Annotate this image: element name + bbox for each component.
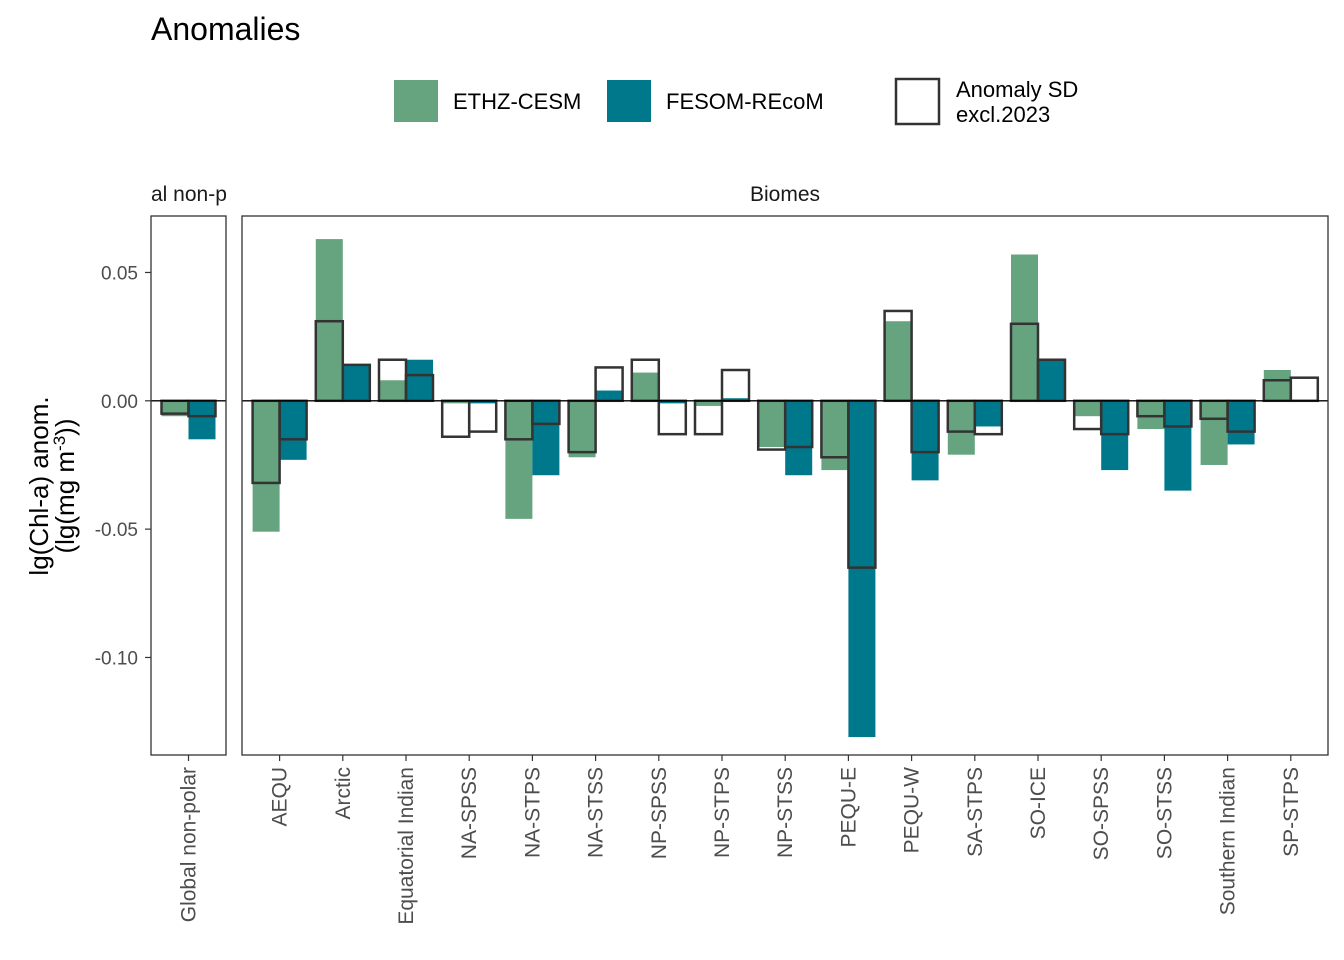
sd-box-fesom-recom-na-spss <box>467 399 498 433</box>
bar-ethz-cesm-arctic <box>315 239 343 401</box>
legend-label-fesom-recom: FESOM-REcoM <box>666 89 824 114</box>
bar-ethz-cesm-na-stss <box>568 400 596 458</box>
legend-swatch-fesom-recom <box>607 80 651 122</box>
bar-ethz-cesm-sp-stps <box>1263 370 1291 401</box>
x-tick-label-so-spss: SO-SPSS <box>1090 767 1113 860</box>
sd-box-fesom-recom-sp-stps <box>1289 376 1320 403</box>
x-tick-label-so-ice: SO-ICE <box>1027 767 1050 839</box>
sd-box-ethz-cesm-na-spss <box>440 399 471 438</box>
bar-ethz-cesm-np-spss <box>631 372 659 401</box>
legend-label-ethz-cesm: ETHZ-CESM <box>453 89 581 114</box>
y-tick-label: 0.00 <box>101 392 138 413</box>
legend-label-anomaly-sd: Anomaly SD <box>956 77 1078 102</box>
y-axis: 0.05 0.00 -0.05 -0.10 <box>95 263 151 669</box>
bar-ethz-cesm-southern-indian <box>1200 400 1228 465</box>
bar-fesom-recom-np-stps <box>722 398 749 401</box>
sd-box-fesom-recom-np-spss <box>657 399 688 436</box>
bar-fesom-recom-np-spss <box>658 400 686 404</box>
y-tick-label: -0.05 <box>95 520 138 541</box>
bar-fesom-recom-arctic <box>342 364 370 401</box>
bar-ethz-cesm-sa-stps <box>947 400 975 455</box>
legend: ETHZ-CESM FESOM-REcoM Anomaly SD excl.20… <box>394 77 1078 127</box>
bar-ethz-cesm-so-spss <box>1074 400 1102 417</box>
x-tick-label-aequ: AEQU <box>269 767 292 827</box>
bar-fesom-recom-pequ-e <box>848 400 876 738</box>
bar-ethz-cesm-so-stss <box>1137 400 1165 430</box>
x-tick-label-na-stps: NA-STPS <box>521 767 544 858</box>
panel-border <box>150 215 227 756</box>
panel-biomes: AEQU Arctic Equatorial Indian NA-SPSS NA-STP… <box>241 215 1329 925</box>
panel-global-non-polar: Global non-polar <box>150 215 227 922</box>
bar-fesom-recom-aequ <box>279 400 307 460</box>
bar-fesom-recom-pequ-w <box>911 400 939 481</box>
bar-ethz-cesm-pequ-w <box>884 321 912 401</box>
x-tick-label-na-stss: NA-STSS <box>585 767 608 858</box>
x-tick-label-arctic: Arctic <box>332 767 355 820</box>
bar-fesom-recom-sa-stps <box>974 400 1002 427</box>
y-axis-title: lg(Chl-a) anom. (lg(mg m-3)) <box>24 396 80 575</box>
bar-fesom-recom-np-stss <box>785 400 813 476</box>
bar-fesom-recom-southern-indian <box>1227 400 1255 445</box>
bar-ethz-cesm-pequ-e <box>821 400 849 471</box>
sd-box-fesom-recom-np-stps <box>720 368 751 403</box>
x-tick-label-pequ-w: PEQU-W <box>901 767 924 854</box>
legend-label-excl-2023: excl.2023 <box>956 102 1050 127</box>
strip-label-biomes: Biomes <box>750 183 820 206</box>
legend-swatch-anomaly-sd <box>894 77 941 126</box>
y-tick-label: -0.10 <box>95 648 138 669</box>
legend-swatch-ethz-cesm <box>394 80 438 122</box>
x-tick-label-global-non-polar: Global non-polar <box>178 767 201 922</box>
bar-ethz-cesm-na-stps <box>505 400 533 519</box>
y-axis-title-line1: lg(Chl-a) anom. <box>24 396 54 575</box>
bar-ethz-cesm-so-ice <box>1011 254 1038 401</box>
bar-ethz-cesm-equatorial-indian <box>379 380 406 401</box>
bar-fesom-recom-so-spss <box>1101 400 1129 471</box>
bar-ethz-cesm-np-stss <box>758 400 786 447</box>
strip-label-global: al non-p <box>151 183 227 206</box>
x-tick-label-np-stps: NP-STPS <box>711 767 734 858</box>
x-tick-label-na-spss: NA-SPSS <box>458 767 481 859</box>
x-tick-label-so-stss: SO-STSS <box>1153 767 1176 859</box>
y-tick-label: 0.05 <box>101 263 138 284</box>
bar-fesom-recom-na-spss <box>469 400 497 404</box>
x-tick-label-pequ-e: PEQU-E <box>837 767 860 848</box>
bar-fesom-recom-so-ice <box>1038 359 1065 401</box>
bar-fesom-recom-global-non-polar <box>188 400 216 440</box>
bar-ethz-cesm-aequ <box>252 400 280 532</box>
x-tick-label-np-stss: NP-STSS <box>774 767 797 858</box>
x-tick-label-equatorial-indian: Equatorial Indian <box>395 767 418 925</box>
bar-ethz-cesm-np-stps <box>695 400 722 406</box>
x-tick-label-southern-indian: Southern Indian <box>1217 767 1240 915</box>
bar-fesom-recom-na-stps <box>532 400 560 476</box>
bar-ethz-cesm-global-non-polar <box>161 400 189 417</box>
bar-fesom-recom-so-stss <box>1164 400 1192 491</box>
x-tick-label-sa-stps: SA-STPS <box>964 767 987 857</box>
chart-title: Anomalies <box>151 11 300 47</box>
x-tick-label-sp-stps: SP-STPS <box>1280 767 1303 857</box>
bar-fesom-recom-na-stss <box>595 390 623 401</box>
bar-fesom-recom-equatorial-indian <box>406 359 433 401</box>
x-tick-label-np-spss: NP-SPSS <box>648 767 671 859</box>
bar-ethz-cesm-na-spss <box>442 400 470 404</box>
y-axis-title-line2: (lg(mg m-3)) <box>50 418 80 553</box>
